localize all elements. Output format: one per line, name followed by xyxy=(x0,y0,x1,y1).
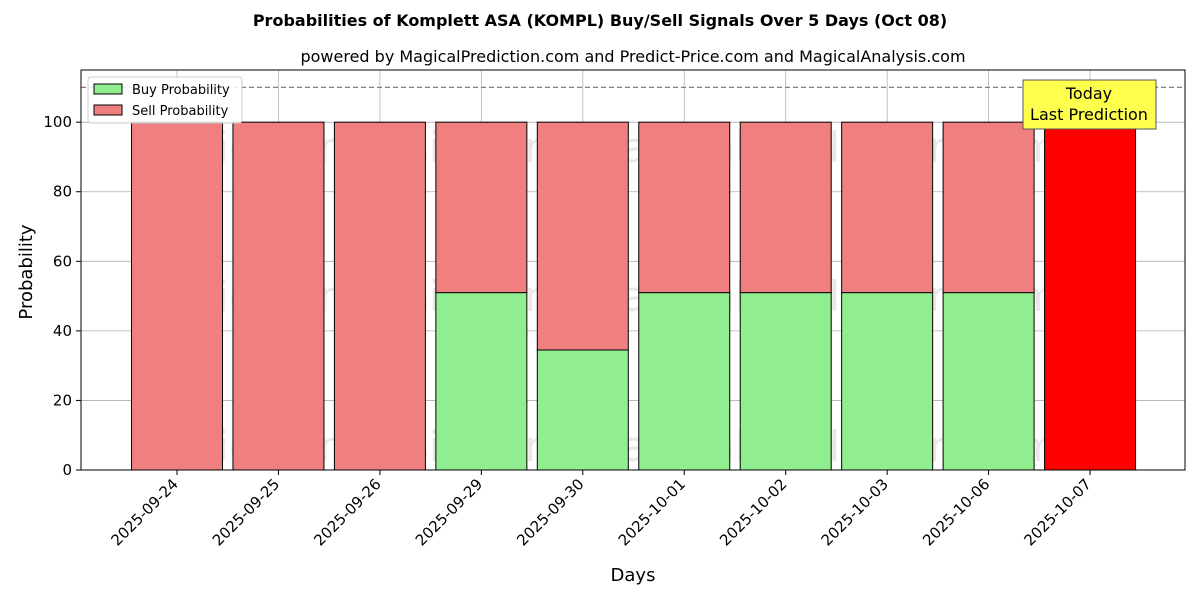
bar-buy-2025-10-06 xyxy=(942,292,1035,471)
x-tick-label: 2025-09-30 xyxy=(513,475,587,549)
annotation-line-2: Last Prediction xyxy=(1030,105,1148,124)
y-tick-label: 60 xyxy=(53,252,72,270)
chart-subtitle: powered by MagicalPrediction.com and Pre… xyxy=(300,47,965,66)
plot-frame xyxy=(80,69,1186,471)
bar-sell-2025-09-30 xyxy=(536,121,629,351)
bar-layer xyxy=(131,121,1137,471)
legend-swatch-sell xyxy=(93,104,123,116)
x-tick-label: 2025-10-07 xyxy=(1020,475,1094,549)
bar-buy-2025-10-02 xyxy=(739,292,832,471)
bar-sell-2025-09-25 xyxy=(232,121,325,471)
y-tick-label: 100 xyxy=(43,113,72,131)
annotation-line-1: Today xyxy=(1065,84,1112,103)
bar-buy-2025-10-03 xyxy=(841,292,934,471)
legend-swatch-buy xyxy=(93,83,123,95)
chart-title: Probabilities of Komplett ASA (KOMPL) Bu… xyxy=(253,11,947,30)
x-tick-label: 2025-10-02 xyxy=(716,475,790,549)
x-tick-label: 2025-09-29 xyxy=(412,475,486,549)
bar-sell-2025-10-06 xyxy=(942,121,1035,294)
legend-label-sell: Sell Probability xyxy=(132,104,229,119)
bar-sell-2025-09-24 xyxy=(131,121,223,471)
x-tick-label: 2025-10-03 xyxy=(818,475,892,549)
bar-sell-2025-09-29 xyxy=(435,121,528,294)
bar-sell-2025-09-26 xyxy=(333,121,426,471)
legend-label-buy: Buy Probability xyxy=(132,83,230,98)
annotation-box xyxy=(1022,79,1157,130)
y-tick-label: 40 xyxy=(53,322,72,340)
y-tick-label: 20 xyxy=(53,391,72,409)
x-tick-label: 2025-10-01 xyxy=(615,475,689,549)
bar-sell-2025-10-02 xyxy=(739,121,832,294)
legend-box xyxy=(87,76,243,124)
bar-sell-2025-10-07 xyxy=(1044,121,1137,471)
today-annotation: Today Last Prediction xyxy=(1022,79,1157,130)
legend: Buy Probability Sell Probability xyxy=(87,76,243,124)
x-axis-label: Days xyxy=(611,565,656,586)
bar-sell-2025-10-03 xyxy=(841,121,934,294)
x-tick-label: 2025-09-26 xyxy=(310,475,384,549)
bar-sell-2025-10-01 xyxy=(638,121,731,294)
y-axis: 0 20 40 60 80 100 xyxy=(43,113,81,479)
x-tick-label: 2025-09-25 xyxy=(209,475,283,549)
bar-buy-2025-09-30 xyxy=(536,349,629,471)
bar-buy-2025-09-29 xyxy=(435,292,528,471)
bar-buy-2025-10-01 xyxy=(638,292,731,471)
y-tick-label: 0 xyxy=(62,461,72,479)
y-tick-label: 80 xyxy=(53,183,72,201)
x-axis: 2025-09-24 2025-09-25 2025-09-26 2025-09-29… xyxy=(107,470,1095,549)
x-tick-label: 2025-10-06 xyxy=(919,475,993,549)
y-axis-label: Probability xyxy=(16,224,37,319)
x-tick-label: 2025-09-24 xyxy=(107,475,181,549)
